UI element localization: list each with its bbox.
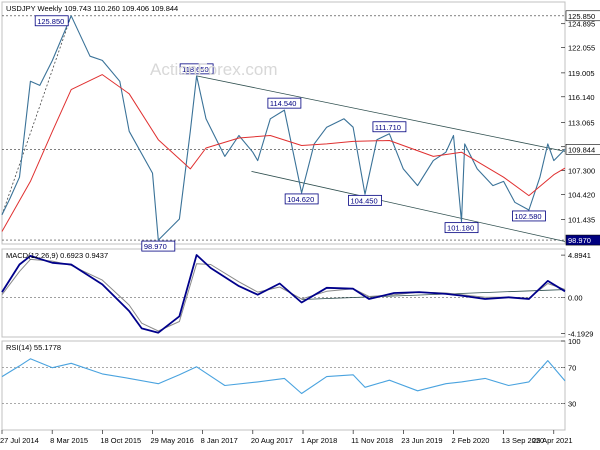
x-tick-label: 20 Aug 2017 bbox=[251, 436, 293, 445]
trendline-uptrend-dotted bbox=[1, 15, 72, 215]
price-y-tick-label: 101.435 bbox=[568, 216, 595, 225]
annotation-box bbox=[444, 222, 479, 234]
annotation-label: 104.620 bbox=[287, 195, 314, 204]
annotation-label: 98.970 bbox=[144, 242, 167, 251]
price-series-line bbox=[1, 15, 566, 241]
annotation-box bbox=[34, 15, 69, 27]
price-marker-label: 98.970 bbox=[568, 236, 591, 245]
x-tick-label: 13 Sep 2020 bbox=[502, 436, 545, 445]
annotation-box bbox=[179, 63, 214, 75]
watermark-text: ActionForex.com bbox=[150, 60, 278, 79]
x-axis: 27 Jul 2014 8 Mar 2015 18 Oct 2015 29 May 2… bbox=[0, 430, 573, 445]
x-tick-label: 18 Oct 2015 bbox=[100, 436, 141, 445]
annotation-label: 101.180 bbox=[447, 224, 474, 233]
x-tick-label: 25 Apr 2021 bbox=[532, 436, 572, 445]
price-panel-title: USDJPY Weekly 109.743 110.260 109.406 10… bbox=[6, 4, 178, 13]
price-y-tick-label: 124.895 bbox=[568, 20, 595, 29]
macd-y-tick-label: 4.8941 bbox=[568, 251, 591, 260]
rsi-y-tick-label: 100 bbox=[568, 337, 581, 346]
x-tick-label: 8 Mar 2015 bbox=[50, 436, 88, 445]
macd-panel: 4.8941 0.00 -4.1929 bbox=[1, 251, 593, 338]
price-marker-box bbox=[565, 10, 600, 22]
price-marker-label: 109.844 bbox=[568, 145, 595, 154]
price-marker-label: 125.850 bbox=[568, 12, 595, 21]
macd-panel-label: MACD(12,26,9) 0.6923 0.9437 bbox=[6, 251, 108, 260]
annotation-label: 125.850 bbox=[37, 17, 64, 26]
annotation-box bbox=[284, 193, 319, 205]
x-tick-label: 1 Apr 2018 bbox=[301, 436, 337, 445]
ohlc-readout: 109.743 110.260 109.406 109.844 bbox=[64, 4, 178, 13]
x-tick-label: 23 Jun 2019 bbox=[401, 436, 442, 445]
rsi-panel-frame bbox=[1, 340, 566, 431]
price-y-tick-label: 113.065 bbox=[568, 118, 595, 127]
x-tick-label: 8 Jan 2017 bbox=[201, 436, 238, 445]
price-marker-box bbox=[565, 144, 600, 155]
x-tick-label: 29 May 2016 bbox=[150, 436, 193, 445]
moving-average-line bbox=[1, 74, 566, 232]
price-panel-frame bbox=[1, 1, 566, 245]
price-title: USDJPY Weekly bbox=[6, 4, 62, 13]
annotation-label: 118.650 bbox=[182, 65, 209, 74]
annotation-box bbox=[372, 121, 407, 133]
rsi-y-tick-label: 30 bbox=[568, 399, 576, 408]
rsi-line bbox=[1, 358, 566, 395]
annotation-label: 104.450 bbox=[351, 196, 378, 205]
x-tick-label: 27 Jul 2014 bbox=[0, 436, 39, 445]
annotation-label: 111.710 bbox=[375, 123, 401, 132]
price-panel: 101.435104.420107.300110.155113.065116.1… bbox=[1, 10, 600, 252]
price-y-tick-label: 104.420 bbox=[568, 191, 595, 200]
annotation-label: 102.580 bbox=[514, 212, 541, 221]
rsi-y-tick-label: 70 bbox=[568, 364, 576, 373]
annotation-box bbox=[512, 210, 546, 222]
rsi-panel: 100 70 30 bbox=[1, 337, 581, 408]
annotation-box bbox=[348, 194, 382, 206]
macd-panel-frame bbox=[1, 248, 566, 338]
annotation-box bbox=[267, 97, 302, 109]
x-tick-label: 2 Feb 2020 bbox=[451, 436, 489, 445]
price-y-tick-label: 107.300 bbox=[568, 167, 595, 176]
price-marker-box bbox=[565, 234, 600, 246]
macd-line bbox=[1, 254, 566, 334]
trendline-upper-channel bbox=[196, 75, 566, 152]
price-y-tick-label: 122.055 bbox=[568, 43, 595, 52]
x-tick-label: 11 Nov 2018 bbox=[351, 436, 393, 445]
rsi-panel-label: RSI(14) 55.1778 bbox=[6, 343, 61, 352]
annotation-label: 114.540 bbox=[270, 99, 297, 108]
price-y-tick-label: 119.005 bbox=[568, 69, 595, 78]
price-y-tick-label: 116.140 bbox=[568, 93, 595, 102]
macd-support-line bbox=[301, 289, 566, 300]
macd-y-tick-label: -4.1929 bbox=[568, 329, 593, 338]
annotation-box bbox=[141, 240, 176, 252]
macd-y-tick-label: 0.00 bbox=[568, 293, 583, 302]
